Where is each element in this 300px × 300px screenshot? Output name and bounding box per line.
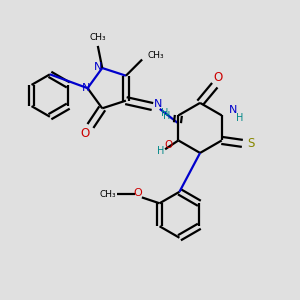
- Text: H: H: [236, 113, 244, 123]
- Text: CH₃: CH₃: [100, 190, 116, 199]
- Text: O: O: [164, 140, 172, 150]
- Text: O: O: [213, 71, 222, 84]
- Text: H: H: [157, 146, 164, 156]
- Text: O: O: [80, 127, 90, 140]
- Text: CH₃: CH₃: [89, 33, 106, 42]
- Text: N: N: [154, 99, 163, 109]
- Text: H: H: [164, 111, 171, 121]
- Text: H: H: [161, 108, 169, 118]
- Text: N: N: [82, 83, 90, 93]
- Text: O: O: [133, 188, 142, 198]
- Text: CH₃: CH₃: [147, 51, 164, 60]
- Text: S: S: [247, 137, 254, 150]
- Text: N: N: [229, 105, 237, 115]
- Text: N: N: [94, 61, 102, 71]
